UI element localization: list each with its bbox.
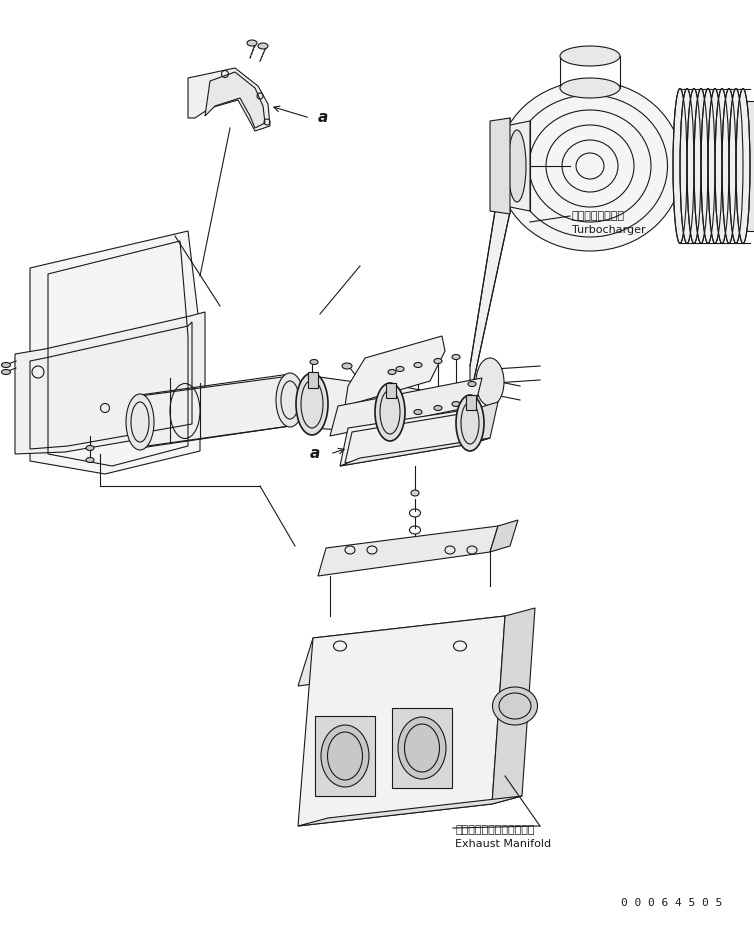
- Ellipse shape: [452, 355, 460, 359]
- Ellipse shape: [560, 46, 620, 66]
- Ellipse shape: [434, 406, 442, 410]
- Ellipse shape: [498, 81, 682, 251]
- Ellipse shape: [434, 358, 442, 364]
- Text: a: a: [318, 110, 328, 126]
- Ellipse shape: [86, 445, 94, 451]
- Ellipse shape: [296, 373, 328, 435]
- Ellipse shape: [508, 130, 526, 202]
- Ellipse shape: [729, 89, 743, 244]
- Polygon shape: [205, 72, 265, 128]
- Ellipse shape: [673, 89, 687, 244]
- Ellipse shape: [560, 78, 620, 98]
- Ellipse shape: [436, 394, 464, 444]
- Ellipse shape: [276, 373, 304, 427]
- Ellipse shape: [126, 394, 154, 450]
- Ellipse shape: [680, 89, 694, 244]
- Ellipse shape: [452, 402, 460, 407]
- Text: Turbocharger: Turbocharger: [572, 225, 645, 235]
- Ellipse shape: [414, 362, 422, 368]
- Polygon shape: [298, 616, 505, 686]
- Ellipse shape: [722, 89, 736, 244]
- Ellipse shape: [411, 490, 419, 496]
- Ellipse shape: [687, 89, 701, 244]
- Ellipse shape: [356, 382, 384, 434]
- Polygon shape: [330, 378, 482, 436]
- Ellipse shape: [396, 367, 404, 371]
- Ellipse shape: [2, 369, 11, 374]
- Ellipse shape: [715, 89, 729, 244]
- Bar: [386, 383, 396, 398]
- Ellipse shape: [414, 409, 422, 415]
- Ellipse shape: [468, 382, 476, 386]
- Polygon shape: [188, 68, 270, 131]
- Ellipse shape: [2, 362, 11, 368]
- Text: Exhaust Manifold: Exhaust Manifold: [455, 839, 551, 849]
- Bar: [392, 708, 452, 788]
- Ellipse shape: [398, 717, 446, 779]
- Polygon shape: [340, 408, 478, 466]
- Polygon shape: [140, 376, 290, 448]
- Bar: [308, 372, 318, 388]
- Polygon shape: [390, 384, 450, 442]
- Ellipse shape: [310, 359, 318, 365]
- Polygon shape: [340, 438, 490, 466]
- Bar: [315, 716, 375, 796]
- Text: エキゾーストマニホールド: エキゾーストマニホールド: [455, 825, 535, 835]
- Bar: [466, 395, 476, 410]
- Polygon shape: [490, 118, 510, 214]
- Polygon shape: [345, 336, 445, 406]
- Text: ターボチャージャ: ターボチャージャ: [572, 211, 625, 221]
- Polygon shape: [318, 526, 498, 576]
- Ellipse shape: [396, 414, 404, 419]
- Polygon shape: [470, 402, 498, 444]
- Polygon shape: [470, 118, 510, 398]
- Ellipse shape: [736, 89, 750, 244]
- Polygon shape: [15, 312, 205, 454]
- Polygon shape: [298, 796, 522, 826]
- Polygon shape: [490, 520, 518, 552]
- Ellipse shape: [388, 369, 396, 374]
- Text: a: a: [310, 446, 320, 461]
- Ellipse shape: [247, 40, 257, 46]
- Ellipse shape: [456, 395, 484, 451]
- Ellipse shape: [86, 457, 94, 462]
- Ellipse shape: [701, 89, 715, 244]
- Ellipse shape: [375, 383, 405, 441]
- Polygon shape: [505, 121, 530, 211]
- Ellipse shape: [694, 89, 708, 244]
- Polygon shape: [740, 101, 754, 231]
- Ellipse shape: [708, 89, 722, 244]
- Ellipse shape: [492, 687, 538, 725]
- Ellipse shape: [476, 358, 504, 406]
- Polygon shape: [492, 608, 535, 804]
- Ellipse shape: [321, 725, 369, 787]
- Text: 0 0 0 6 4 5 0 5: 0 0 0 6 4 5 0 5: [621, 898, 722, 908]
- Polygon shape: [30, 231, 200, 474]
- Ellipse shape: [342, 363, 352, 369]
- Polygon shape: [298, 616, 505, 826]
- Polygon shape: [312, 376, 370, 432]
- Ellipse shape: [258, 43, 268, 49]
